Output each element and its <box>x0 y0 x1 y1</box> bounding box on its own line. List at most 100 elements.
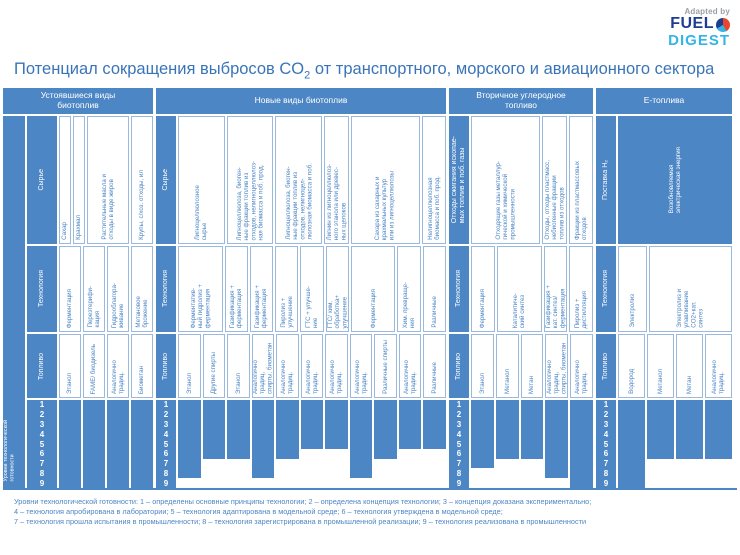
technology-label: Ферментация <box>369 288 377 328</box>
group-body: Поставка H₂ Технология Топливо 1 2 3 4 5 6 7 8 9 Воз… <box>596 116 732 488</box>
technology-label: ГТС + улучше- ние <box>304 285 319 328</box>
technology-label: Гидрооблагора- живание <box>110 282 125 328</box>
trl-bar-cell <box>398 400 422 488</box>
trl-bar-cell <box>423 400 447 488</box>
fuel-row: Водород Метанол Метан Аналогично традиц. <box>618 334 732 398</box>
fuel-label: Аналогично традиц. <box>304 360 319 394</box>
feedstock-cell: Растительные масла и отходы в виде жиров <box>87 116 129 244</box>
technology-label: ГТС/ хим. обработка+ улучшение <box>326 294 348 328</box>
fuel-cell: Метанол <box>647 334 674 398</box>
feedstock-label: Сахар <box>61 222 69 240</box>
fuel-label: Аналогично традиц. <box>574 360 589 394</box>
trl-bar <box>570 400 593 488</box>
trl-bar-cell <box>251 400 275 488</box>
technology-cell: Переэтерифи- кация <box>83 246 105 332</box>
fuel-label: Метанол <box>656 369 664 394</box>
trl-bar-cell <box>300 400 324 488</box>
fuel-label: Метан <box>528 375 536 394</box>
row-header-feedstock: Поставка H₂ <box>596 116 616 244</box>
group-title: Е-топлива <box>596 88 732 114</box>
fuel-label: Этанол <box>185 373 193 394</box>
trl-scale-digit: 3 <box>456 419 462 429</box>
trl-bars-row <box>471 400 593 488</box>
fuel-cell: Водород <box>618 334 645 398</box>
trl-scale-digit: 5 <box>39 439 45 449</box>
technology-label: Различные <box>430 296 438 328</box>
row-header-technology-text: Технология <box>37 270 45 308</box>
footnote-line-1: Уровни технологической готовности: 1 – о… <box>14 497 592 506</box>
feedstock-label: Сахара из сахарных и крахмальных культур… <box>374 170 396 240</box>
trl-scale-digit: 4 <box>456 429 462 439</box>
row-header-technology-text: Технология <box>161 270 169 308</box>
group-3: Вторичное углеродное топливо Отходы сжига… <box>449 88 594 488</box>
row-header-technology: Технология <box>449 246 469 332</box>
row-header-feedstock-text: Поставка H₂ <box>601 160 609 200</box>
fuel-cell: Аналогично традиц. <box>570 334 593 398</box>
technology-cell: Различные <box>422 246 446 332</box>
technology-cell: Газификация + ферментация <box>224 246 248 332</box>
technology-label: Метановое брожение <box>134 296 149 328</box>
fuel-label: Аналогично традиц, спирты, биометан <box>546 342 568 394</box>
trl-bars-row <box>178 400 447 488</box>
feedstock-row: Сахар Крахмал Растительные масла и отходы … <box>59 116 153 244</box>
trl-scale-digit: 3 <box>603 419 609 429</box>
fuel-cell: Метан <box>676 334 703 398</box>
trl-bar <box>520 400 544 459</box>
trl-bar-cell <box>276 400 299 488</box>
trl-bar <box>107 400 129 488</box>
group-columns: Лигноцеллюлозное сырье Лигноцеллюлоза, би… <box>178 116 447 488</box>
trl-scale-digit: 1 <box>163 400 169 410</box>
trl-bars-row <box>59 400 153 488</box>
technology-cell: Газификация + ферментация <box>249 246 274 332</box>
trl-bar-cell <box>471 400 494 488</box>
fuel-label: Аналогично традиц, спирты, биометан <box>252 342 274 394</box>
trl-scale-digit: 2 <box>39 410 45 420</box>
row-header-column: Сырье Технология Топливо 1 2 3 4 5 6 7 8 9 <box>156 116 176 488</box>
trl-bar <box>227 400 250 459</box>
row-header-fuel: Топливо <box>596 334 616 398</box>
row-header-feedstock-text: Отходы сжигания ископае- мых топлив и по… <box>450 136 466 224</box>
technology-label: Электролиз и улавливание CO2+кат. синтез <box>676 289 705 328</box>
trl-scale-digit: 9 <box>39 478 45 488</box>
trl-bar-cell <box>202 400 226 488</box>
fuel-cell: Аналогично традиц, спирты, биометан <box>251 334 275 398</box>
feedstock-label: Крахмал <box>75 215 83 240</box>
row-header-technology-text: Технология <box>454 270 462 308</box>
fuel-label: Аналогично традиц. <box>329 360 344 394</box>
trl-bar <box>59 400 81 488</box>
trl-scale-digit: 6 <box>456 449 462 459</box>
trl-scale-digit: 2 <box>603 410 609 420</box>
fuel-cell: Метан <box>520 334 544 398</box>
row-header-technology: Технология <box>27 246 57 332</box>
fuel-cell: Аналогично традиц. <box>705 334 732 398</box>
trl-bars-row <box>618 400 732 488</box>
row-header-feedstock-text: Сырье <box>161 169 169 191</box>
trl-axis-label: Уровни технологической готовности <box>3 419 16 481</box>
row-header-feedstock: Сырье <box>27 116 57 244</box>
technology-cell: Электролиз и улавливание CO2+кат. синтез <box>649 246 732 332</box>
technology-label: Газификация + кат. синтез/ ферментация <box>544 284 567 328</box>
feedstock-cell: Отходы, отходы пластмасс, небиогенные фр… <box>542 116 567 244</box>
fuel-cell: Аналогично традиц. <box>349 334 373 398</box>
trl-scale-digit: 4 <box>163 429 169 439</box>
technology-label: Газификация + ферментация <box>229 284 244 328</box>
technology-cell: Гидрооблагора- живание <box>107 246 129 332</box>
fuel-cell: Другие спирты <box>202 334 226 398</box>
fuel-label: Аналогично традиц. <box>110 360 125 394</box>
fuel-label: Метан <box>685 375 693 394</box>
trl-scale-digit: 6 <box>163 449 169 459</box>
footnote-line-2: 4 – технология апробирована в лаборатори… <box>14 507 503 517</box>
technology-cell: Ферментация <box>350 246 396 332</box>
fuel-cell: Этанол <box>59 334 81 398</box>
trl-bar <box>647 400 674 459</box>
trl-bar-cell <box>495 400 519 488</box>
trl-scale-digit: 8 <box>603 468 609 478</box>
group-title: Новые виды биотоплив <box>156 88 446 114</box>
fuel-cell: Аналогично традиц. <box>300 334 324 398</box>
trl-bar <box>545 400 569 479</box>
trl-bar <box>276 400 299 459</box>
trl-bar <box>131 400 153 488</box>
row-header-feedstock: Сырье <box>156 116 176 244</box>
